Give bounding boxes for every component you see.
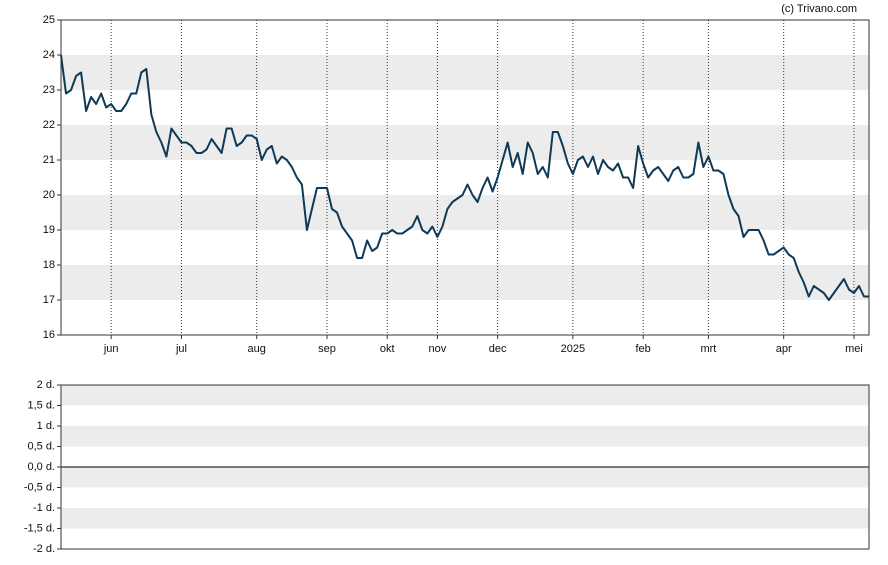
- x-tick-label: apr: [776, 343, 792, 355]
- y-tick-label: 24: [43, 49, 55, 61]
- y-tick-label: 23: [43, 84, 55, 96]
- y-tick-label: 0,0 d.: [27, 461, 55, 473]
- x-tick-label: 2025: [561, 343, 585, 355]
- plot-frame: [60, 384, 870, 550]
- plot-frame: [60, 19, 870, 336]
- y-tick-label: 2 d.: [37, 379, 55, 391]
- y-tick-label: 20: [43, 189, 55, 201]
- credit: (c) Trivano.com: [781, 3, 857, 15]
- y-tick-label: 22: [43, 119, 55, 131]
- x-tick-label: dec: [489, 343, 507, 355]
- x-tick-label: jul: [175, 343, 187, 355]
- x-tick-label: mrt: [700, 343, 716, 355]
- x-tick-label: feb: [636, 343, 651, 355]
- y-tick-label: -0,5 d.: [24, 481, 55, 493]
- grid-band: [61, 426, 869, 447]
- y-tick-label: 16: [43, 329, 55, 341]
- x-tick-label: okt: [380, 343, 395, 355]
- x-tick-label: sep: [318, 343, 336, 355]
- grid-band: [61, 125, 869, 160]
- y-tick-label: 19: [43, 224, 55, 236]
- x-tick-label: mei: [845, 343, 863, 355]
- grid-band: [61, 385, 869, 406]
- y-tick-label: 25: [43, 14, 55, 26]
- y-tick-label: 18: [43, 259, 55, 271]
- grid-band: [61, 195, 869, 230]
- y-tick-label: 1 d.: [37, 420, 55, 432]
- price-line: [60, 54, 869, 301]
- y-tick-label: -2 d.: [33, 543, 55, 555]
- grid-band: [61, 508, 869, 529]
- y-tick-label: 0,5 d.: [27, 440, 55, 452]
- y-tick-label: 17: [43, 294, 55, 306]
- grid-band: [61, 265, 869, 300]
- grid-band: [61, 55, 869, 90]
- y-tick-label: 1,5 d.: [27, 399, 55, 411]
- x-tick-label: aug: [248, 343, 266, 355]
- x-tick-label: nov: [429, 343, 447, 355]
- grid-band: [61, 467, 869, 488]
- x-tick-label: jun: [103, 343, 119, 355]
- y-tick-label: -1,5 d.: [24, 522, 55, 534]
- y-tick-label: 21: [43, 154, 55, 166]
- y-tick-label: -1 d.: [33, 502, 55, 514]
